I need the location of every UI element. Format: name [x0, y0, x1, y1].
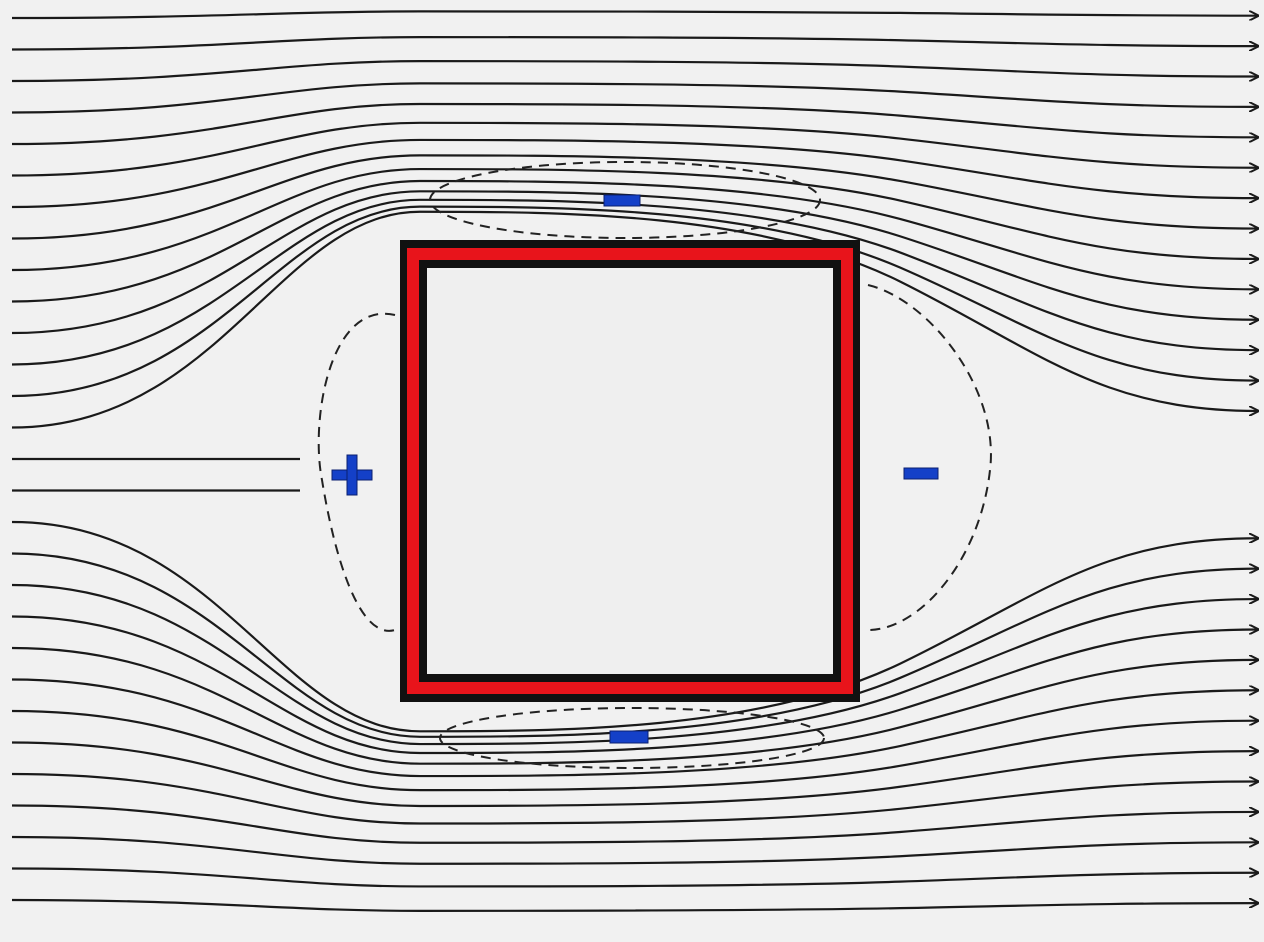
streamline [11, 615, 1258, 755]
streamline [11, 804, 1258, 844]
streamline [11, 154, 1258, 240]
streamline [11, 646, 1258, 765]
building-interior [427, 268, 833, 674]
positive-pressure-sign [331, 454, 373, 496]
streamline [11, 210, 1258, 429]
streamline [11, 82, 1258, 114]
streamline [11, 741, 1258, 808]
streamline [11, 60, 1258, 83]
streamline [11, 900, 1258, 912]
streamline [11, 709, 1258, 792]
streamline [11, 138, 1258, 209]
pressure-zone-leeward [867, 284, 992, 631]
streamline [11, 102, 1258, 146]
streamline [11, 167, 1258, 272]
pressure-zone-bottom [439, 707, 825, 769]
pressure-zone-top [429, 161, 821, 239]
negative-pressure-sign-top [603, 194, 641, 207]
streamline [11, 772, 1258, 825]
streamline [11, 205, 1258, 398]
streamline [11, 10, 1258, 18]
streamline [11, 867, 1258, 888]
streamline [11, 36, 1258, 49]
streamline [11, 121, 1258, 177]
streamline [11, 520, 1258, 733]
streamline [11, 179, 1258, 303]
streamline [11, 678, 1258, 778]
pressure-zone-windward [317, 312, 396, 632]
streamline [11, 835, 1258, 865]
negative-pressure-sign-bottom [609, 730, 649, 744]
negative-pressure-sign-leeward [903, 467, 939, 480]
streamlines [11, 10, 1258, 912]
